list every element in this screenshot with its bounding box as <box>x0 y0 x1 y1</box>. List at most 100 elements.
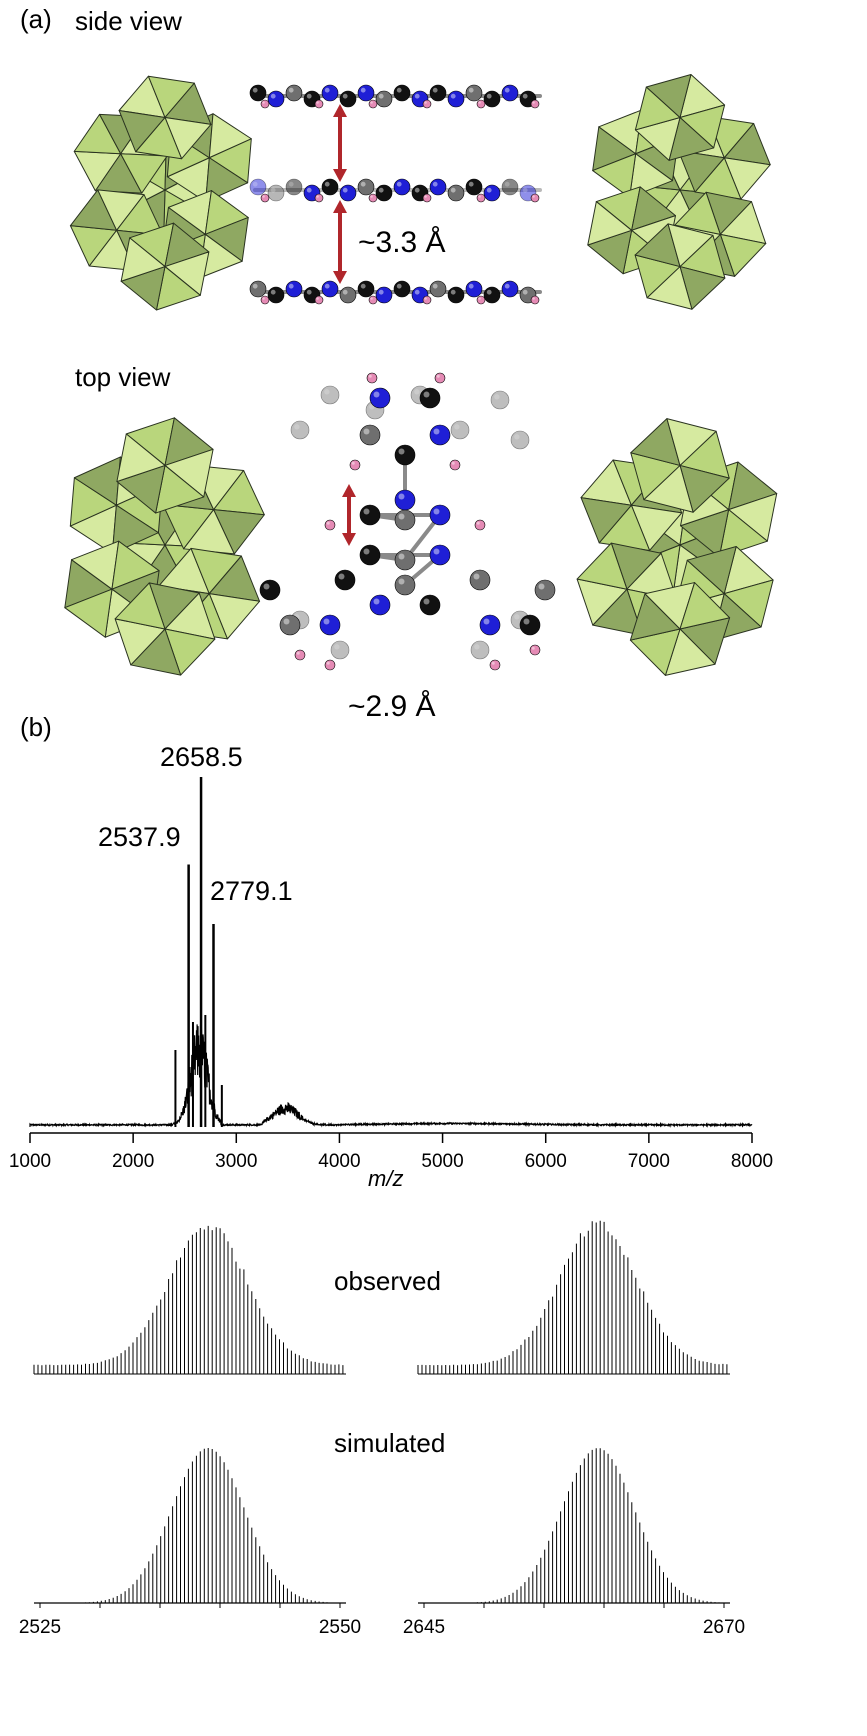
side-atom <box>375 286 393 304</box>
top-front-atom <box>259 579 281 601</box>
side-atom-highlight <box>342 93 348 99</box>
side-h-atom <box>530 99 540 109</box>
top-back-atom <box>470 640 490 660</box>
top-h-atom <box>366 372 378 384</box>
x-tick-label: 4000 <box>318 1151 360 1172</box>
side-view-structure <box>69 74 771 311</box>
side-atom-highlight <box>306 187 312 193</box>
side-h-atom <box>260 99 270 109</box>
top-front-atom-highlight <box>283 618 290 625</box>
side-atom-highlight <box>504 181 510 187</box>
x-tick-label: 5000 <box>421 1151 463 1172</box>
iso-tick-label: 2525 <box>19 1617 61 1638</box>
top-back-atom-highlight <box>494 394 500 400</box>
top-h-atom <box>324 519 336 531</box>
side-h-atom-highlight <box>424 297 427 300</box>
top-core-atom <box>394 574 416 596</box>
side-atom-highlight <box>378 187 384 193</box>
x-tick-label: 7000 <box>628 1151 670 1172</box>
side-h-atom-highlight <box>316 101 319 104</box>
top-core-atom-highlight <box>433 548 440 555</box>
top-front-atom-highlight <box>373 598 380 605</box>
top-core-atom <box>394 444 416 466</box>
top-polyhedron-right-face <box>686 546 737 595</box>
side-atom-highlight <box>252 283 258 289</box>
top-core-atom <box>394 549 416 571</box>
side-h-atom <box>476 193 486 203</box>
top-back-atom-highlight <box>324 389 330 395</box>
top-h-atom-highlight <box>296 651 300 655</box>
top-front-atom-highlight <box>423 391 430 398</box>
side-atom-highlight <box>414 187 420 193</box>
side-atom-highlight <box>288 87 294 93</box>
side-polyhedron-right-face <box>674 191 721 235</box>
top-core-atom-highlight <box>363 548 370 555</box>
side-atom-highlight <box>324 283 330 289</box>
top-front-atom <box>369 387 391 409</box>
top-back-atom-highlight <box>474 644 480 650</box>
top-back-atom <box>490 390 510 410</box>
top-front-atom-highlight <box>363 428 370 435</box>
peak-label-2658: 2658.5 <box>160 742 243 772</box>
side-atom <box>393 84 411 102</box>
side-arrow-top-head-up <box>333 104 347 117</box>
side-view-title: side view <box>75 6 182 36</box>
top-polyhedron-right-face <box>576 542 628 590</box>
side-atom-highlight <box>360 181 366 187</box>
side-h-atom <box>530 193 540 203</box>
top-front-atom <box>359 424 381 446</box>
top-polyhedron-left-face <box>111 504 159 555</box>
side-atom-highlight <box>432 181 438 187</box>
side-atom-highlight <box>288 181 294 187</box>
side-atom-highlight <box>306 289 312 295</box>
top-view-title: top view <box>75 362 171 392</box>
top-polyhedron-left-face <box>114 582 166 630</box>
top-back-atom-highlight <box>514 614 520 620</box>
side-polyhedron-left-face <box>120 237 166 282</box>
side-atom <box>339 184 357 202</box>
iso-tick-label: 2550 <box>319 1617 361 1638</box>
side-h-atom <box>422 295 432 305</box>
iso-tick-label: 2670 <box>703 1617 745 1638</box>
top-h-atom <box>489 659 501 671</box>
side-atom-highlight <box>252 87 258 93</box>
top-polyhedron-right-face <box>666 418 717 466</box>
top-front-atom <box>419 594 441 616</box>
side-atom-highlight <box>504 283 510 289</box>
top-h-atom <box>349 459 361 471</box>
side-h-atom-highlight <box>532 195 535 198</box>
side-h-atom <box>422 193 432 203</box>
top-front-atom <box>279 614 301 636</box>
side-h-atom-highlight <box>478 101 481 104</box>
top-front-atom-highlight <box>473 573 480 580</box>
side-atom-highlight <box>360 87 366 93</box>
side-atom <box>501 280 519 298</box>
side-atom-highlight <box>396 283 402 289</box>
top-polyhedron-left-face <box>116 433 166 483</box>
peak-label-2537: 2537.9 <box>98 822 181 852</box>
top-front-atom-highlight <box>423 598 430 605</box>
side-polyhedron-right-face <box>667 223 714 268</box>
top-front-atom-highlight <box>323 618 330 625</box>
side-h-atom <box>422 99 432 109</box>
side-atom <box>321 178 339 196</box>
side-h-atom <box>260 193 270 203</box>
top-h-atom-highlight <box>451 461 455 465</box>
side-atom <box>375 184 393 202</box>
top-h-atom <box>474 519 486 531</box>
side-atom <box>321 84 339 102</box>
side-h-atom-highlight <box>532 101 535 104</box>
side-atom-highlight <box>324 87 330 93</box>
side-h-atom-highlight <box>262 101 265 104</box>
top-arrow-head-up <box>342 484 356 497</box>
side-polyhedron-right-face <box>645 74 692 118</box>
top-core-atom-highlight <box>398 493 405 500</box>
side-atom-highlight <box>432 87 438 93</box>
side-atom <box>357 280 375 298</box>
top-h-atom-highlight <box>326 521 330 525</box>
side-arrow-bottom-head-up <box>333 200 347 213</box>
top-front-atom <box>469 569 491 591</box>
top-front-atom <box>479 614 501 636</box>
top-core-atom <box>394 489 416 511</box>
top-h-atom-highlight <box>326 661 330 665</box>
